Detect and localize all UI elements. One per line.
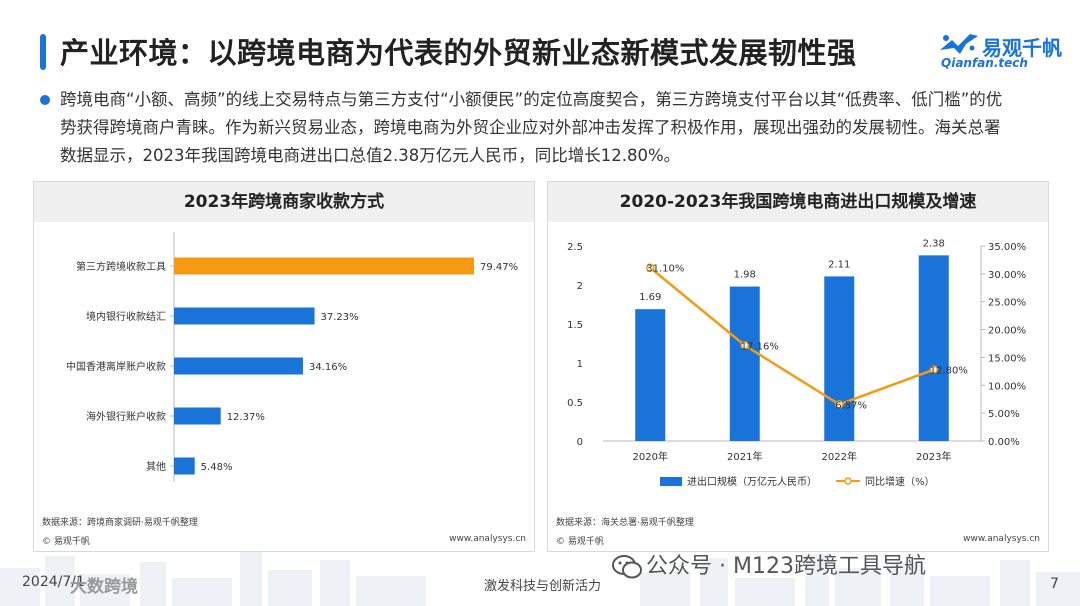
wechat-icon	[612, 555, 642, 579]
value-label: 79.47%	[480, 262, 518, 273]
bar-value-label: 2.11	[828, 259, 850, 270]
right-tick-label: 0.00%	[988, 437, 1020, 448]
left-chart-title: 2023年跨境商家收款方式	[34, 182, 534, 222]
x-tick-label: 2020年	[633, 450, 668, 463]
value-label: 5.48%	[201, 462, 233, 473]
legend-bar-label: 进出口规模（万亿元人民币）	[687, 475, 817, 488]
growth-point	[646, 263, 655, 272]
right-source: 数据来源：海关总署·易观千帆整理	[556, 518, 694, 528]
category-label: 第三方跨境收款工具	[76, 260, 166, 273]
category-label: 海外银行账户收款	[86, 410, 166, 423]
logo-en-text: Qianfan.tech	[941, 56, 1028, 70]
left-tick-label: 0	[577, 437, 583, 448]
left-tick-label: 1.5	[567, 320, 583, 331]
bar	[174, 457, 195, 475]
footer-date: 2024/7/1	[22, 574, 85, 590]
left-site: www.analysys.cn	[449, 534, 526, 544]
growth-label: 31.10%	[646, 264, 684, 275]
right-tick-label: 35.00%	[988, 242, 1026, 253]
left-tick-label: 1	[577, 359, 583, 370]
legend-line-marker	[844, 477, 852, 485]
bullet-icon	[40, 95, 50, 105]
left-tick-label: 2.5	[567, 242, 583, 253]
right-chart-panel: 2020-2023年我国跨境电商进出口规模及增速 0 0.5 1 1.5 2 2.5 0.0…	[547, 181, 1049, 552]
bar-value-label: 2.38	[923, 238, 945, 249]
right-tick-label: 10.00%	[988, 381, 1026, 392]
growth-point	[835, 400, 844, 409]
logo-cn-text: 易观千帆	[982, 36, 1062, 60]
value-label: 34.16%	[309, 362, 347, 373]
bird-icon	[940, 34, 978, 54]
title-accent-bar	[40, 34, 46, 70]
value-label: 37.23%	[321, 312, 359, 323]
bar	[174, 407, 221, 425]
legend-line-label: 同比增速（%）	[865, 475, 935, 488]
bar	[174, 307, 315, 325]
growth-label: 12.80%	[930, 366, 968, 377]
bar-value-label: 1.69	[639, 292, 661, 303]
left-copyright: © 易观千帆	[42, 537, 90, 547]
left-tick-label: 0.5	[567, 398, 583, 409]
right-site: www.analysys.cn	[963, 534, 1040, 544]
left-tick-label: 2	[577, 281, 583, 292]
left-source: 数据来源：跨境商家调研·易观千帆整理	[42, 518, 198, 528]
bar	[824, 276, 855, 441]
bar	[174, 257, 474, 275]
intro-paragraph: 跨境电商“小额、高频”的线上交易特点与第三方支付“小额便民”的定位高度契合，第三…	[60, 90, 1003, 165]
city-skyline-decoration	[0, 552, 1080, 606]
bar	[174, 357, 303, 375]
right-tick-label: 15.00%	[988, 353, 1026, 364]
page-title: 产业环境：以跨境电商为代表的外贸新业态新模式发展韧性强	[60, 36, 857, 70]
logo: 易观千帆 Qianfan.tech	[938, 30, 1078, 74]
x-tick-label: 2023年	[916, 450, 951, 463]
trade-scale-chart: 0 0.5 1 1.5 2 2.5 0.00% 5.00% 10.00% 15.00% 20.00%…	[567, 238, 1026, 488]
left-chart-panel: 2023年跨境商家收款方式 第三方跨境收款工具 79.47% 境内银行收款结汇 37.…	[33, 181, 535, 552]
growth-point	[740, 341, 749, 350]
growth-label: 6.57%	[835, 400, 867, 411]
value-label: 12.37%	[227, 412, 265, 423]
collection-methods-chart: 第三方跨境收款工具 79.47% 境内银行收款结汇 37.23% 中国香港离岸账户收款 3…	[66, 232, 518, 482]
right-chart-title: 2020-2023年我国跨境电商进出口规模及增速	[548, 182, 1048, 222]
footer-brand-watermark: 大数跨境	[70, 577, 138, 597]
right-tick-label: 5.00%	[988, 409, 1020, 420]
x-tick-label: 2021年	[727, 450, 762, 463]
page-number: 7	[1050, 576, 1059, 592]
right-tick-label: 25.00%	[988, 298, 1026, 309]
legend-bar-swatch	[660, 477, 682, 486]
bar	[729, 286, 760, 441]
bar	[635, 309, 666, 441]
footer-watermark-text: 公众号 · M123跨境工具导航	[646, 554, 926, 579]
right-tick-label: 20.00%	[988, 326, 1026, 337]
x-tick-label: 2022年	[822, 450, 857, 463]
bar-value-label: 1.98	[734, 270, 756, 281]
right-copyright: © 易观千帆	[556, 537, 604, 547]
growth-point	[929, 365, 938, 374]
right-tick-label: 30.00%	[988, 270, 1026, 281]
bar	[918, 255, 949, 441]
category-label: 中国香港离岸账户收款	[66, 360, 166, 373]
footer-watermark: 公众号 · M123跨境工具导航	[612, 548, 926, 580]
category-label: 其他	[146, 460, 166, 473]
footer-slogan: 激发科技与创新活力	[484, 579, 602, 594]
growth-line	[649, 266, 935, 406]
growth-label: 17.16%	[741, 341, 779, 352]
category-label: 境内银行收款结汇	[86, 310, 166, 323]
